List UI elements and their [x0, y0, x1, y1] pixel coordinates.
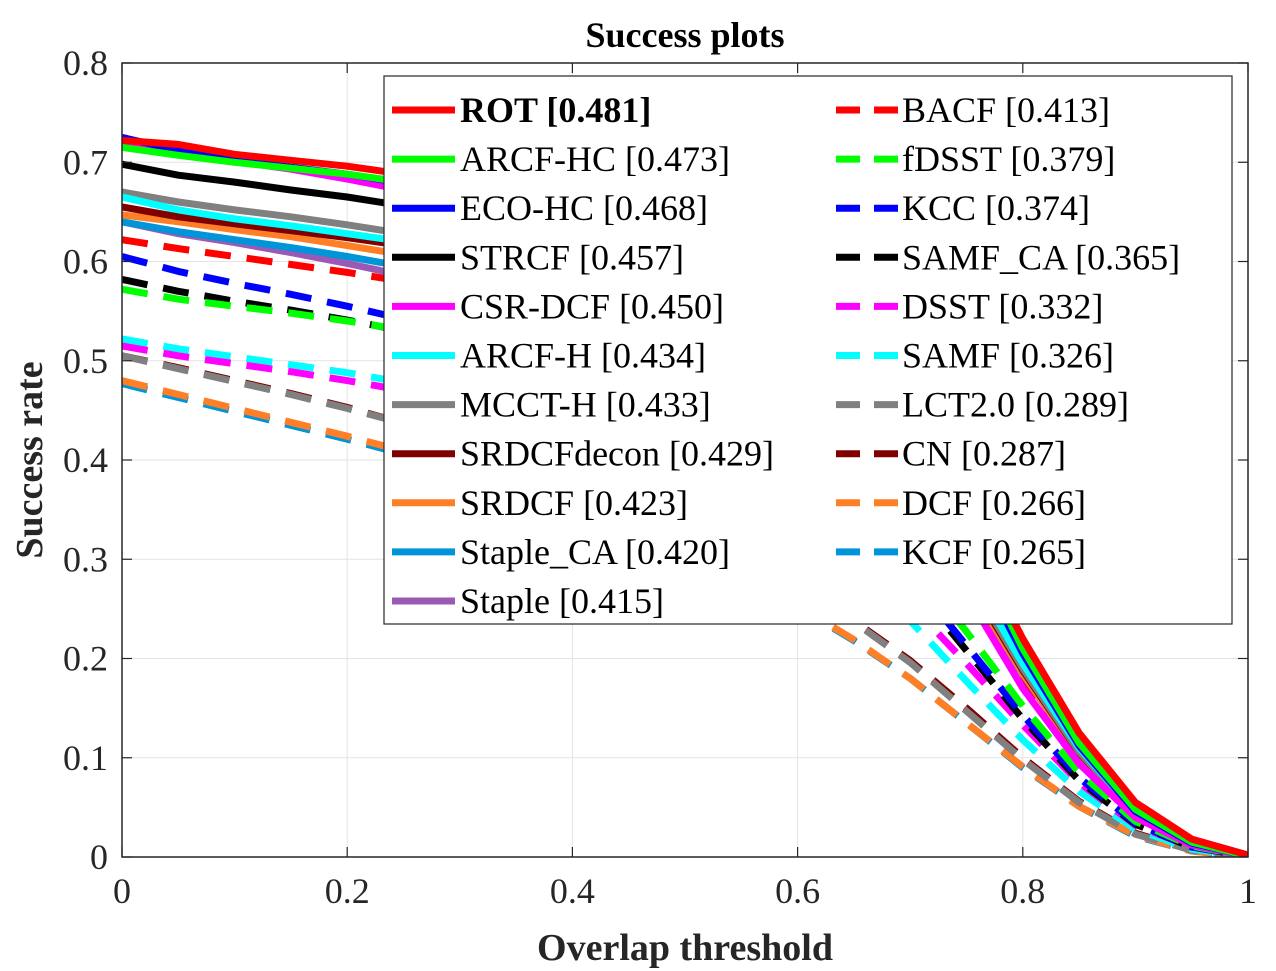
legend-label: CN [0.287] [902, 434, 1066, 474]
y-tick-label: 0 [90, 837, 108, 877]
legend-label: MCCT-H [0.433] [460, 385, 711, 425]
series-line-samf [122, 335, 1248, 857]
legend-label: STRCF [0.457] [460, 237, 684, 277]
legend-label: Staple [0.415] [460, 581, 664, 621]
axes: 0 0.2 0.4 0.6 0.8 1 0 0.1 0.2 0.3 0.4 0.5 0.6 0.7 0.8 [63, 43, 1257, 911]
legend-label: SAMF [0.326] [902, 336, 1114, 376]
series-line-fdsst [122, 285, 1248, 857]
legend-label: DCF [0.266] [902, 483, 1086, 523]
legend-label: fDSST [0.379] [902, 139, 1115, 179]
legend-label: BACF [0.413] [902, 90, 1110, 130]
y-tick-label: 0.1 [63, 738, 108, 778]
legend-label: ROT [0.481] [460, 90, 651, 130]
y-tick-label: 0.7 [63, 142, 108, 182]
y-tick-label: 0.4 [63, 440, 108, 480]
series-line-kcc [122, 253, 1248, 857]
x-tick-label: 0.2 [325, 871, 370, 911]
x-axis-label: Overlap threshold [537, 927, 833, 969]
y-tick-label: 0.5 [63, 341, 108, 381]
legend-label: ARCF-HC [0.473] [460, 139, 730, 179]
legend-label: ARCF-H [0.434] [460, 336, 706, 376]
y-tick-label: 0.6 [63, 242, 108, 282]
x-tick-label: 0.8 [1000, 871, 1045, 911]
legend-label: SAMF_CA [0.365] [902, 237, 1180, 277]
legend-label: DSST [0.332] [902, 286, 1103, 326]
legend-label: Staple_CA [0.420] [460, 532, 730, 572]
x-tick-label: 1 [1239, 871, 1257, 911]
x-tick-label: 0 [113, 871, 131, 911]
x-tick-label: 0.4 [550, 871, 595, 911]
y-tick-label: 0.2 [63, 639, 108, 679]
legend-label: ECO-HC [0.468] [460, 188, 708, 228]
legend-label: LCT2.0 [0.289] [902, 385, 1129, 425]
series-line-kcf [122, 380, 1248, 857]
legend-label: SRDCF [0.423] [460, 483, 688, 523]
y-axis-label: Success rate [9, 361, 51, 558]
legend-box [383, 75, 1233, 625]
legend-label: KCF [0.265] [902, 532, 1086, 572]
legend-label: CSR-DCF [0.450] [460, 286, 724, 326]
legend-label: KCC [0.374] [902, 188, 1090, 228]
y-tick-label: 0.3 [63, 539, 108, 579]
y-tick-label: 0.8 [63, 43, 108, 83]
legend-label: SRDCFdecon [0.429] [460, 434, 774, 474]
legend: ROT [0.481] ARCF-HC [0.473] ECO-HC [0.468]… [383, 75, 1233, 625]
x-tick-label: 0.6 [775, 871, 820, 911]
chart-title: Success plots [585, 15, 784, 55]
